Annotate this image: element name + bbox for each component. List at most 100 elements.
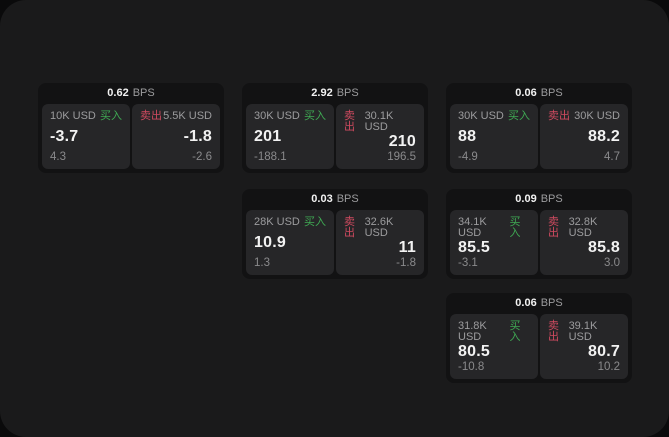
buy-tile-header: 30K USD 买入: [254, 111, 326, 122]
buy-tile-header: 31.8K USD 买入: [458, 321, 530, 343]
sell-sub-value: -2.6: [192, 150, 212, 163]
quote-tiles: 31.8K USD 买入 80.5 -10.8 卖出 39.1K USD 80.…: [450, 314, 628, 379]
quote-tiles: 30K USD 买入 88 -4.9 卖出 30K USD 88.2 4.7: [450, 104, 628, 169]
sell-tile-header: 卖出 30K USD: [548, 111, 620, 122]
sell-tile-header: 卖出 5.5K USD: [140, 111, 212, 122]
quote-tiles: 28K USD 买入 10.9 1.3 卖出 32.6K USD 11 -1.8: [246, 210, 424, 275]
buy-price: 10.9: [254, 233, 286, 251]
buy-tile-header: 30K USD 买入: [458, 111, 530, 122]
quote-card-5: 0.09 BPS 34.1K USD 买入 85.5 -3.1 卖出 32.8K…: [446, 189, 632, 279]
spread-value: 0.62: [107, 87, 129, 99]
spread-header: 2.92 BPS: [246, 83, 424, 104]
sell-price: 210: [388, 133, 416, 151]
buy-size-label: 30K USD: [254, 110, 300, 122]
quote-card-4: 0.03 BPS 28K USD 买入 10.9 1.3 卖出 32.6K US…: [242, 189, 428, 279]
spread-value: 0.09: [515, 193, 537, 205]
buy-price: 201: [254, 127, 282, 145]
sell-sub-value: -1.8: [396, 256, 416, 269]
sell-sub-value: 196.5: [387, 150, 416, 163]
buy-sub-value: -3.1: [458, 256, 478, 269]
spread-value: 0.06: [515, 87, 537, 99]
sell-side-label: 卖出: [548, 110, 570, 122]
bps-unit-label: BPS: [540, 193, 563, 205]
buy-price: 80.5: [458, 343, 490, 361]
buy-price: 85.5: [458, 239, 490, 257]
sell-quote-tile[interactable]: 卖出 30.1K USD 210 196.5: [336, 104, 424, 169]
buy-quote-tile[interactable]: 30K USD 买入 201 -188.1: [246, 104, 334, 169]
buy-size-label: 34.1K USD: [458, 216, 487, 239]
buy-sub-value: -4.9: [458, 150, 478, 163]
sell-side-label: 卖出: [344, 110, 355, 133]
sell-quote-tile[interactable]: 卖出 5.5K USD -1.8 -2.6: [132, 104, 220, 169]
sell-quote-tile[interactable]: 卖出 32.8K USD 85.8 3.0: [540, 210, 628, 275]
sell-sub-value: 4.7: [604, 150, 620, 163]
bps-unit-label: BPS: [540, 87, 563, 99]
buy-side-label: 买入: [304, 216, 326, 228]
quote-tiles: 30K USD 买入 201 -188.1 卖出 30.1K USD 210 1…: [246, 104, 424, 169]
sell-size-label: 5.5K USD: [163, 110, 212, 122]
bps-unit-label: BPS: [336, 193, 359, 205]
quote-card-2: 2.92 BPS 30K USD 买入 201 -188.1 卖出 30.1K …: [242, 83, 428, 173]
sell-quote-tile[interactable]: 卖出 30K USD 88.2 4.7: [540, 104, 628, 169]
quote-card-1: 0.62 BPS 10K USD 买入 -3.7 4.3 卖出 5.5K USD…: [38, 83, 224, 173]
spread-value: 0.06: [515, 297, 537, 309]
sell-side-label: 卖出: [140, 110, 162, 122]
sell-quote-tile[interactable]: 卖出 39.1K USD 80.7 10.2: [540, 314, 628, 379]
spread-header: 0.06 BPS: [450, 293, 628, 314]
buy-quote-tile[interactable]: 10K USD 买入 -3.7 4.3: [42, 104, 130, 169]
spread-header: 0.09 BPS: [450, 189, 628, 210]
sell-size-label: 30.1K USD: [364, 110, 394, 133]
spread-value: 2.92: [311, 87, 333, 99]
sell-price: 11: [398, 239, 416, 257]
sell-tile-header: 卖出 32.6K USD: [344, 217, 416, 239]
sell-side-label: 卖出: [548, 216, 559, 239]
buy-sub-value: -188.1: [254, 150, 287, 163]
quote-tiles: 34.1K USD 买入 85.5 -3.1 卖出 32.8K USD 85.8…: [450, 210, 628, 275]
sell-tile-header: 卖出 32.8K USD: [548, 217, 620, 239]
buy-quote-tile[interactable]: 34.1K USD 买入 85.5 -3.1: [450, 210, 538, 275]
sell-side-label: 卖出: [548, 320, 559, 343]
buy-tile-header: 34.1K USD 买入: [458, 217, 530, 239]
spread-header: 0.03 BPS: [246, 189, 424, 210]
buy-sub-value: 4.3: [50, 150, 66, 163]
buy-sub-value: -10.8: [458, 360, 485, 373]
buy-quote-tile[interactable]: 28K USD 买入 10.9 1.3: [246, 210, 334, 275]
buy-side-label: 买入: [509, 320, 521, 343]
sell-tile-header: 卖出 39.1K USD: [548, 321, 620, 343]
sell-size-label: 32.6K USD: [364, 216, 394, 239]
buy-tile-header: 28K USD 买入: [254, 217, 326, 228]
buy-side-label: 买入: [100, 110, 122, 122]
sell-quote-tile[interactable]: 卖出 32.6K USD 11 -1.8: [336, 210, 424, 275]
buy-side-label: 买入: [304, 110, 326, 122]
buy-side-label: 买入: [508, 110, 530, 122]
quote-tiles: 10K USD 买入 -3.7 4.3 卖出 5.5K USD -1.8 -2.…: [42, 104, 220, 169]
buy-size-label: 10K USD: [50, 110, 96, 122]
buy-quote-tile[interactable]: 30K USD 买入 88 -4.9: [450, 104, 538, 169]
sell-tile-header: 卖出 30.1K USD: [344, 111, 416, 133]
spread-header: 0.06 BPS: [450, 83, 628, 104]
buy-side-label: 买入: [509, 216, 521, 239]
sell-price: 80.7: [588, 343, 620, 361]
spread-value: 0.03: [311, 193, 333, 205]
spread-header: 0.62 BPS: [42, 83, 220, 104]
buy-price: 88: [458, 127, 477, 145]
sell-price: -1.8: [183, 127, 212, 145]
sell-size-label: 30K USD: [574, 110, 620, 122]
quote-card-3: 0.06 BPS 30K USD 买入 88 -4.9 卖出 30K USD 8…: [446, 83, 632, 173]
buy-price: -3.7: [50, 127, 79, 145]
sell-sub-value: 10.2: [597, 360, 620, 373]
quote-card-6: 0.06 BPS 31.8K USD 买入 80.5 -10.8 卖出 39.1…: [446, 293, 632, 383]
sell-price: 85.8: [588, 239, 620, 257]
buy-sub-value: 1.3: [254, 256, 270, 269]
bps-unit-label: BPS: [132, 87, 155, 99]
sell-price: 88.2: [588, 127, 620, 145]
sell-size-label: 32.8K USD: [568, 216, 598, 239]
buy-quote-tile[interactable]: 31.8K USD 买入 80.5 -10.8: [450, 314, 538, 379]
sell-sub-value: 3.0: [604, 256, 620, 269]
buy-tile-header: 10K USD 买入: [50, 111, 122, 122]
buy-size-label: 30K USD: [458, 110, 504, 122]
buy-size-label: 31.8K USD: [458, 320, 487, 343]
bps-unit-label: BPS: [540, 297, 563, 309]
sell-side-label: 卖出: [344, 216, 355, 239]
